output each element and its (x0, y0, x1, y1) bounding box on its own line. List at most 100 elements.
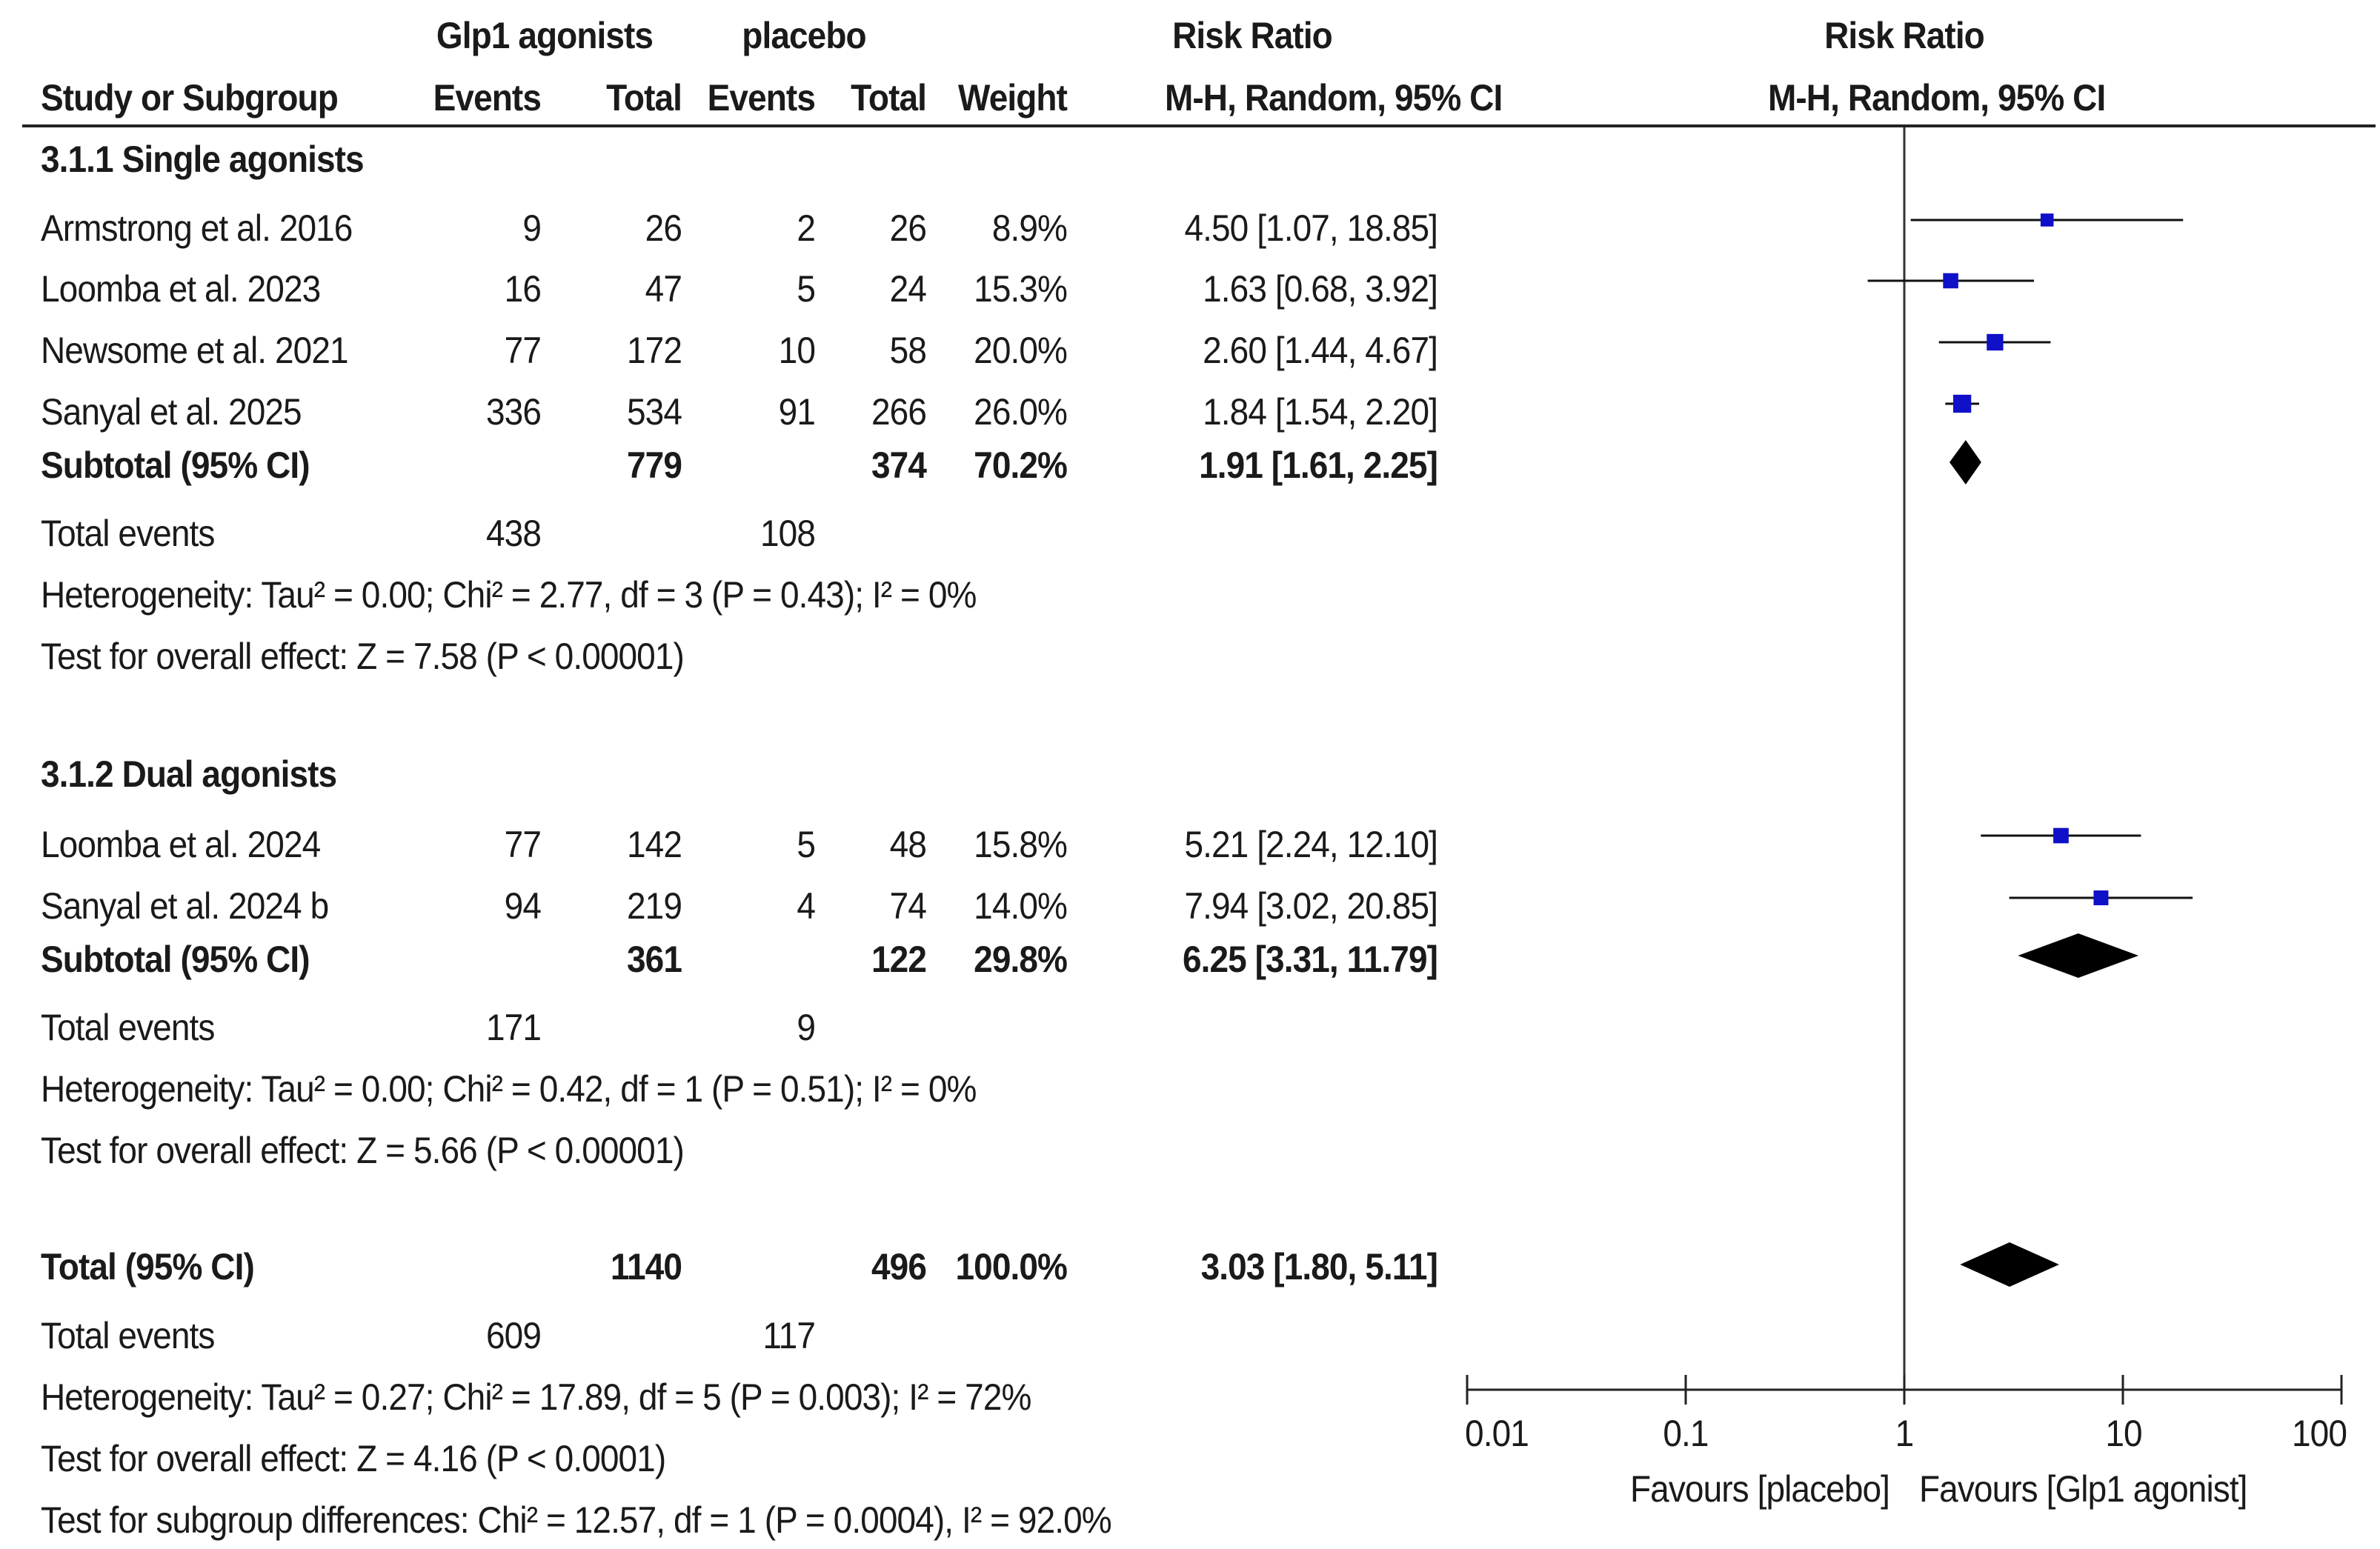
study-point-estimate (2053, 827, 2069, 844)
subtotal-total-glp1: 779 (626, 444, 682, 486)
total-total-glp1: 1140 (610, 1246, 682, 1287)
col-study-header: Study or Subgroup (41, 77, 339, 119)
pooled-estimate-diamond (1949, 440, 1981, 484)
total-placebo: 26 (889, 207, 927, 249)
total-placebo: 24 (889, 268, 927, 310)
group2-header: placebo (742, 15, 866, 56)
col-total2-header: Total (851, 77, 927, 119)
col-weight-header: Weight (958, 77, 1068, 119)
group1-header: Glp1 agonists (436, 15, 654, 56)
x-tick-label: 1 (1895, 1413, 1915, 1454)
heterogeneity-text: Heterogeneity: Tau² = 0.27; Chi² = 17.89… (41, 1376, 1031, 1418)
weight: 15.3% (974, 268, 1068, 310)
pooled-estimate-diamond (2018, 933, 2139, 978)
total-placebo: 74 (889, 885, 927, 927)
total-placebo: 58 (889, 330, 927, 371)
risk-ratio-ci: 7.94 [3.02, 20.85] (1184, 885, 1437, 927)
total-ci: 3.03 [1.80, 5.11] (1200, 1246, 1438, 1287)
weight: 14.0% (974, 885, 1068, 927)
events-placebo: 5 (797, 268, 816, 310)
events-placebo: 5 (797, 824, 816, 865)
study-point-estimate (2093, 890, 2109, 905)
overall-effect-text: Test for overall effect: Z = 7.58 (P < 0… (41, 636, 685, 677)
x-tick-label: 0.1 (1663, 1413, 1709, 1454)
risk-ratio-ci: 5.21 [2.24, 12.10] (1184, 824, 1437, 865)
study-name: Sanyal et al. 2024 b (41, 885, 329, 927)
total-events-label: Total events (41, 1007, 215, 1048)
pooled-estimate-diamond (1960, 1242, 2059, 1287)
risk-ratio-ci: 1.63 [0.68, 3.92] (1203, 268, 1438, 310)
x-tick-label: 0.01 (1465, 1413, 1529, 1454)
effect-header: Risk Ratio (1172, 15, 1333, 56)
risk-ratio-ci: 4.50 [1.07, 18.85] (1184, 207, 1437, 249)
events-glp1: 336 (485, 391, 542, 433)
favours-placebo-label: Favours [placebo] (1629, 1468, 1890, 1510)
col-events2-header: Events (707, 77, 816, 119)
events-placebo: 91 (778, 391, 816, 433)
events-glp1: 77 (504, 824, 542, 865)
study-point-estimate (1987, 333, 2004, 351)
total-events-glp1: 609 (485, 1315, 542, 1356)
events-placebo: 2 (797, 207, 816, 249)
events-placebo: 4 (797, 885, 816, 927)
subtotal-weight: 29.8% (974, 939, 1068, 980)
subtotal-ci: 1.91 [1.61, 2.25] (1199, 444, 1438, 486)
heterogeneity-text: Heterogeneity: Tau² = 0.00; Chi² = 2.77,… (41, 574, 977, 616)
study-name: Loomba et al. 2024 (41, 824, 321, 865)
subtotal-total-glp1: 361 (626, 939, 682, 980)
total-glp1: 26 (645, 207, 682, 249)
study-name: Armstrong et al. 2016 (41, 207, 353, 249)
total-label: Total (95% CI) (41, 1246, 255, 1287)
overall-effect-text: Test for overall effect: Z = 5.66 (P < 0… (41, 1130, 685, 1171)
total-events-placebo: 108 (759, 513, 816, 554)
weight: 26.0% (974, 391, 1068, 433)
subtotal-ci: 6.25 [3.31, 11.79] (1182, 939, 1438, 980)
overall-effect-text: Test for overall effect: Z = 4.16 (P < 0… (41, 1438, 666, 1479)
events-glp1: 77 (504, 330, 542, 371)
subgroup-differences-text: Test for subgroup differences: Chi² = 12… (41, 1499, 1112, 1541)
weight: 15.8% (974, 824, 1068, 865)
events-glp1: 16 (504, 268, 542, 310)
study-point-estimate (1943, 273, 1958, 289)
x-tick-label: 10 (2105, 1413, 2142, 1454)
events-glp1: 9 (522, 207, 542, 249)
weight: 8.9% (991, 207, 1068, 249)
favours-glp1-label: Favours [Glp1 agonist] (1919, 1468, 2247, 1510)
total-total-placebo: 496 (871, 1246, 927, 1287)
total-events-placebo: 117 (762, 1315, 816, 1356)
total-events-label: Total events (41, 513, 215, 554)
header-divider (22, 124, 2376, 127)
events-glp1: 94 (504, 885, 542, 927)
total-glp1: 219 (626, 885, 682, 927)
study-point-estimate (2040, 213, 2054, 227)
study-name: Sanyal et al. 2025 (41, 391, 302, 433)
total-placebo: 48 (889, 824, 927, 865)
total-glp1: 142 (626, 824, 682, 865)
subtotal-total-placebo: 122 (871, 939, 927, 980)
subtotal-total-placebo: 374 (871, 444, 927, 486)
subtotal-label: Subtotal (95% CI) (41, 444, 310, 486)
subtotal-label: Subtotal (95% CI) (41, 939, 310, 980)
total-weight: 100.0% (955, 1246, 1067, 1287)
study-point-estimate (1952, 394, 1972, 413)
plot-header: Risk Ratio (1824, 15, 1985, 56)
total-events-label: Total events (41, 1315, 215, 1356)
total-glp1: 534 (626, 391, 682, 433)
total-events-placebo: 9 (797, 1007, 816, 1048)
subgroup2-title: 3.1.2 Dual agonists (41, 753, 337, 795)
x-tick-label: 100 (2291, 1413, 2347, 1454)
heterogeneity-text: Heterogeneity: Tau² = 0.00; Chi² = 0.42,… (41, 1068, 977, 1110)
col-events1-header: Events (433, 77, 542, 119)
risk-ratio-ci: 1.84 [1.54, 2.20] (1203, 391, 1438, 433)
total-events-glp1: 438 (485, 513, 542, 554)
total-placebo: 266 (871, 391, 927, 433)
study-name: Newsome et al. 2021 (41, 330, 349, 371)
total-glp1: 47 (645, 268, 682, 310)
subgroup1-title: 3.1.1 Single agonists (41, 139, 365, 180)
weight: 20.0% (974, 330, 1068, 371)
study-name: Loomba et al. 2023 (41, 268, 321, 310)
risk-ratio-ci: 2.60 [1.44, 4.67] (1203, 330, 1438, 371)
col-total1-header: Total (606, 77, 682, 119)
